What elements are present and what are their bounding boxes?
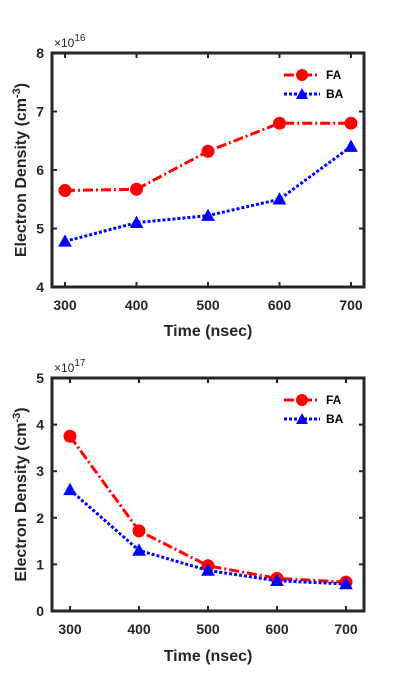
x-tick-label: 600 bbox=[268, 297, 292, 313]
exponent-power: 17 bbox=[74, 358, 86, 369]
y-tick-label: 8 bbox=[36, 45, 44, 61]
y-axis-title: Electron Density (cm-3) bbox=[11, 83, 30, 257]
legend-label-ba: BA bbox=[326, 87, 344, 101]
x-tick-label: 300 bbox=[53, 297, 77, 313]
exponent-base: ×10 bbox=[54, 36, 75, 50]
data-point-ba bbox=[58, 234, 72, 247]
y-tick-label: 3 bbox=[36, 463, 44, 479]
x-tick-label: 400 bbox=[125, 297, 149, 313]
chart-1: 4 5 6 7 8 300 400 500 600 700 ×1016 Time (nsec) Elec… bbox=[11, 33, 366, 340]
x-tick-label: 700 bbox=[334, 621, 358, 637]
series-ba: BA bbox=[58, 87, 358, 247]
y-tick-label: 1 bbox=[36, 556, 44, 572]
y-tick-label: 0 bbox=[36, 603, 44, 619]
x-axis-title: Time (nsec) bbox=[164, 648, 253, 665]
data-point-ba bbox=[132, 543, 146, 556]
chart-2: 0 1 2 3 4 5 300 400 500 600 700 ×1017 Time (nsec) Ele… bbox=[11, 358, 366, 665]
legend-marker-ba bbox=[296, 88, 308, 99]
x-tick-label: 400 bbox=[127, 621, 151, 637]
x-tick-label: 500 bbox=[196, 621, 220, 637]
y-axis-title-close: ) bbox=[13, 83, 30, 88]
data-point-fa bbox=[63, 429, 77, 443]
exponent-base: ×10 bbox=[54, 361, 75, 375]
data-point-ba bbox=[272, 192, 287, 205]
y-axis-title-superscript: -3 bbox=[11, 88, 23, 98]
legend-label-fa: FA bbox=[326, 393, 342, 407]
y-axis-title: Electron Density (cm-3) bbox=[11, 407, 30, 581]
legend-label-fa: FA bbox=[326, 68, 342, 82]
y-tick-label: 5 bbox=[36, 370, 44, 386]
y-axis-title-main: Electron Density (cm bbox=[13, 98, 30, 257]
y-axis-title-superscript: -3 bbox=[11, 413, 23, 423]
y-axis-title-close: ) bbox=[13, 407, 30, 412]
legend-marker-fa bbox=[296, 69, 308, 81]
data-point-ba bbox=[201, 208, 215, 221]
y-tick-label: 4 bbox=[36, 417, 44, 433]
data-point-ba bbox=[344, 139, 358, 152]
y-axis-exponent: ×1017 bbox=[54, 358, 86, 375]
y-axis-exponent: ×1016 bbox=[54, 33, 86, 50]
data-point-ba bbox=[129, 215, 144, 228]
x-axis-title: Time (nsec) bbox=[164, 323, 253, 340]
x-tick-label: 600 bbox=[265, 621, 289, 637]
y-axis-title-main: Electron Density (cm bbox=[13, 422, 30, 581]
exponent-power: 16 bbox=[74, 33, 86, 44]
x-tick-label: 300 bbox=[58, 621, 82, 637]
x-tick-label: 700 bbox=[339, 297, 363, 313]
legend-marker-fa bbox=[296, 394, 308, 406]
data-point-ba bbox=[63, 482, 77, 496]
y-tick-label: 4 bbox=[36, 279, 44, 295]
data-point-ba bbox=[201, 563, 215, 576]
legend-label-ba: BA bbox=[326, 412, 344, 426]
y-tick-label: 7 bbox=[36, 104, 44, 120]
data-point-ba bbox=[339, 576, 353, 590]
data-point-fa bbox=[58, 183, 72, 197]
plot-area-frame bbox=[50, 51, 366, 289]
x-tick-label: 500 bbox=[196, 297, 220, 313]
data-point-fa bbox=[344, 116, 358, 130]
data-point-fa bbox=[201, 144, 215, 158]
y-tick-label: 5 bbox=[36, 221, 44, 237]
data-point-fa bbox=[273, 116, 286, 130]
series-ba: BA bbox=[63, 412, 353, 590]
data-point-fa bbox=[132, 524, 146, 538]
data-point-fa bbox=[130, 182, 143, 196]
data-point-ba bbox=[270, 573, 284, 587]
y-tick-label: 6 bbox=[36, 162, 44, 178]
plot-area-frame bbox=[50, 376, 366, 613]
series-fa: FA bbox=[58, 68, 358, 197]
y-tick-label: 2 bbox=[36, 510, 44, 526]
legend-marker-ba bbox=[296, 413, 308, 424]
series-line-ba bbox=[69, 488, 347, 586]
